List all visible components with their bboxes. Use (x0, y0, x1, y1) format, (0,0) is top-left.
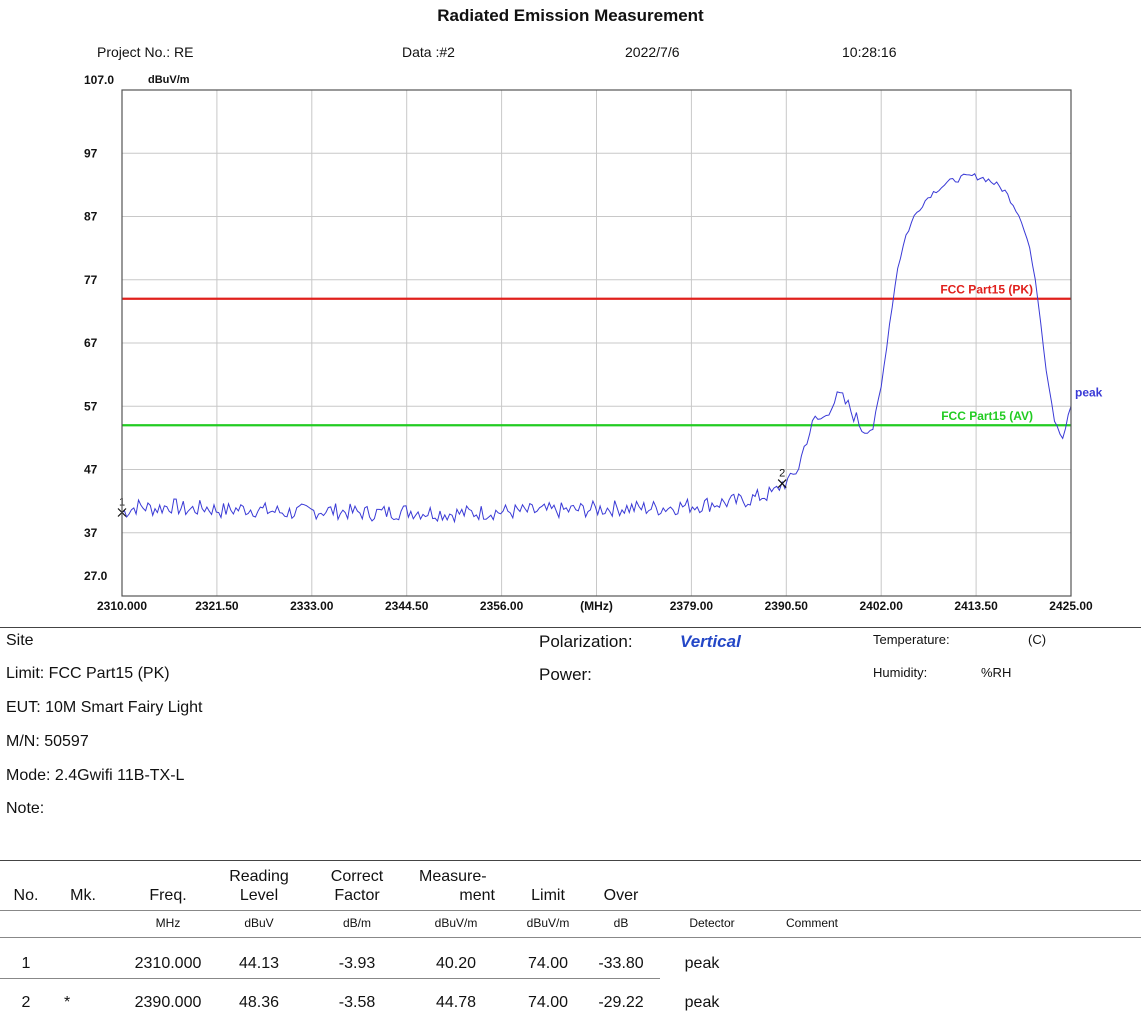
x-tick-label: 2333.00 (290, 599, 334, 613)
row1-no: 1 (21, 955, 31, 972)
col-header-freq: Freq. (149, 887, 187, 904)
polarization-label: Polarization: (539, 632, 633, 651)
note-label: Note: (6, 800, 45, 817)
x-tick-label: 2321.50 (195, 599, 239, 613)
table-divider-top (0, 860, 1141, 861)
y-tick-label: 57 (84, 399, 98, 413)
emission-chart: FCC Part15 (PK)FCC Part15 (AV) peak 12 2… (84, 73, 1103, 613)
humidity-label: Humidity: (873, 665, 928, 680)
unit-limit: dBuV/m (526, 916, 570, 930)
limit-label-av: FCC Part15 (AV) (941, 409, 1033, 423)
info-divider-top (0, 627, 1141, 628)
col-header-limit: Limit (531, 887, 565, 904)
table-units-divider (0, 937, 1141, 938)
x-tick-label: 2413.50 (954, 599, 998, 613)
x-tick-label: 2356.00 (480, 599, 524, 613)
eut-label: EUT: 10M Smart Fairy Light (6, 699, 203, 716)
humidity-unit: %RH (981, 665, 1012, 680)
measurement-date: 2022/7/6 (625, 44, 680, 60)
table-header-divider (0, 910, 1141, 911)
col-header-measurement: Measure- ment (411, 867, 501, 905)
y-tick-label: 47 (84, 463, 98, 477)
table-row-divider (0, 978, 660, 979)
unit-freq: MHz (155, 916, 181, 930)
row1-over: -33.80 (598, 955, 644, 972)
x-tick-label: 2425.00 (1049, 599, 1093, 613)
unit-over: dB (613, 916, 629, 930)
x-tick-label: 2344.50 (385, 599, 429, 613)
col-header-reading: Reading Level (219, 867, 299, 905)
temperature-label: Temperature: (873, 632, 950, 647)
col-header-comment: Comment (785, 916, 838, 930)
polarization-value: Vertical (680, 632, 741, 651)
col-header-correct: Correct Factor (319, 867, 395, 905)
y-axis-unit: dBuV/m (148, 74, 190, 86)
y-tick-label: 107.0 (84, 73, 114, 87)
col-header-detector: Detector (689, 916, 735, 930)
col-header-mk: Mk. (70, 887, 96, 904)
y-tick-label: 67 (84, 336, 98, 350)
row2-correct: -3.58 (338, 994, 376, 1011)
report-title: Radiated Emission Measurement (437, 6, 704, 25)
y-tick-label: 77 (84, 273, 98, 287)
limit-label-pk: FCC Part15 (PK) (940, 283, 1033, 297)
measurement-time: 10:28:16 (842, 44, 897, 60)
unit-measurement: dBuV/m (434, 916, 478, 930)
row1-freq: 2310.000 (134, 955, 202, 972)
row2-no: 2 (21, 994, 31, 1011)
y-tick-label: 37 (84, 526, 98, 540)
unit-correct: dB/m (342, 916, 371, 930)
row2-mk: * (64, 994, 71, 1011)
series-label-peak: peak (1075, 385, 1103, 399)
project-number: Project No.: RE (97, 44, 194, 60)
row1-reading: 44.13 (238, 955, 280, 972)
x-tick-label: (MHz) (580, 599, 613, 613)
col-header-correct-line1: Correct (330, 868, 384, 885)
row2-freq: 2390.000 (134, 994, 202, 1011)
mode-label: Mode: 2.4Gwifi 11B-TX-L (6, 767, 185, 784)
row2-over: -29.22 (598, 994, 644, 1011)
col-header-no: No. (13, 887, 39, 904)
y-tick-label: 27.0 (84, 569, 108, 583)
row2-reading: 48.36 (238, 994, 280, 1011)
site-label: Site (6, 632, 34, 649)
marker-2-cross (777, 479, 787, 488)
model-number: M/N: 50597 (6, 733, 89, 750)
y-tick-label: 87 (84, 210, 98, 224)
row1-detector: peak (684, 955, 720, 972)
x-tick-label: 2310.000 (97, 599, 147, 613)
col-header-over: Over (603, 887, 639, 904)
col-header-reading-line2: Level (239, 887, 279, 904)
limit-line-label: Limit: FCC Part15 (PK) (6, 665, 170, 682)
data-number: Data :#2 (402, 44, 455, 60)
col-header-correct-line2: Factor (334, 887, 380, 904)
unit-reading: dBuV (244, 916, 274, 930)
row2-measurement: 44.78 (435, 994, 477, 1011)
col-header-measure-line1: Measure- (419, 868, 487, 885)
x-tick-label: 2402.00 (860, 599, 904, 613)
row1-limit: 74.00 (527, 955, 569, 972)
row1-correct: -3.93 (338, 955, 376, 972)
x-tick-label: 2379.00 (670, 599, 714, 613)
col-header-measure-line2: ment (459, 887, 495, 904)
y-tick-label: 97 (84, 146, 98, 160)
power-label: Power: (539, 665, 592, 684)
row1-measurement: 40.20 (435, 955, 477, 972)
series-line-peak (121, 173, 1072, 524)
row2-detector: peak (684, 994, 720, 1011)
plot-frame (121, 89, 1072, 597)
col-header-reading-line1: Reading (229, 868, 289, 885)
row2-limit: 74.00 (527, 994, 569, 1011)
x-tick-label: 2390.50 (765, 599, 809, 613)
marker-2-label: 2 (779, 468, 785, 480)
temperature-unit: (C) (1028, 632, 1047, 647)
